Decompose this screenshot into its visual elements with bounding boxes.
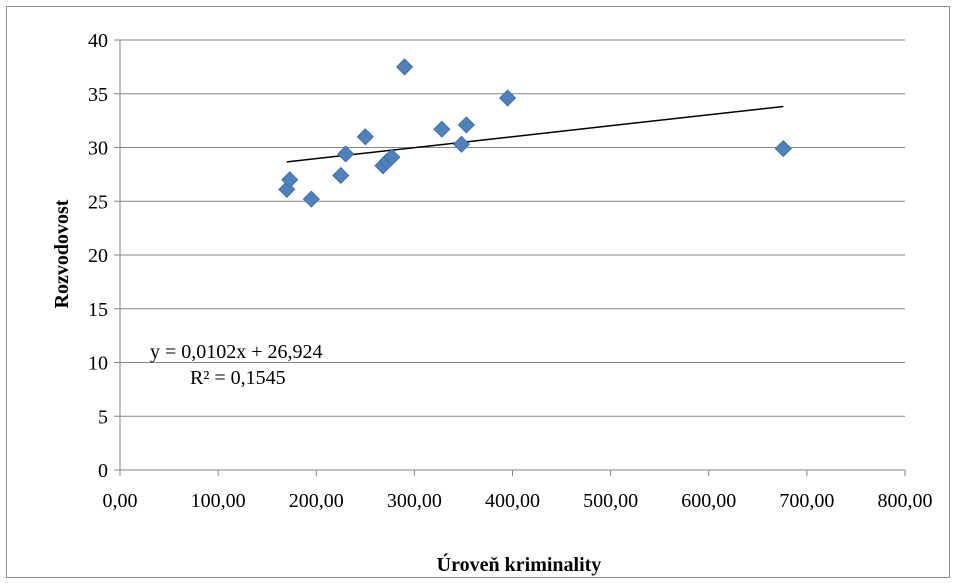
grid-lines <box>120 39 905 417</box>
x-tick-label: 200,00 <box>289 490 344 512</box>
x-tick-label: 600,00 <box>681 490 736 512</box>
data-point <box>302 190 320 208</box>
y-tick-label: 30 <box>88 138 108 160</box>
data-point <box>356 128 374 146</box>
data-point <box>395 58 414 76</box>
x-tick-label: 100,00 <box>191 490 246 512</box>
y-tick-label: 40 <box>88 30 108 52</box>
trendline <box>286 105 784 163</box>
y-tick-label: 25 <box>88 191 108 213</box>
chart-frame <box>6 6 950 578</box>
y-tick-label: 10 <box>88 353 108 375</box>
trendline-layer <box>286 105 784 163</box>
data-point <box>457 116 475 134</box>
trendline-r-squared: R² = 0,1545 <box>190 367 286 389</box>
data-point <box>452 135 471 153</box>
x-tick-label: 400,00 <box>485 490 540 512</box>
data-point <box>281 171 299 189</box>
y-tick-label: 35 <box>88 84 108 106</box>
axes <box>114 39 906 476</box>
y-axis-title: Rozvodovost <box>51 199 73 308</box>
data-point <box>332 166 350 185</box>
x-tick-label: 700,00 <box>779 490 834 512</box>
data-point <box>774 140 792 158</box>
data-point <box>499 89 517 107</box>
trendline-equation: y = 0,0102x + 26,924 <box>150 341 323 363</box>
y-tick-label: 0 <box>98 460 108 482</box>
x-tick-label: 300,00 <box>387 490 442 512</box>
x-tick-label: 500,00 <box>583 490 638 512</box>
y-tick-label: 15 <box>88 299 108 321</box>
x-tick-label: 0,00 <box>103 490 138 512</box>
y-tick-label: 20 <box>88 245 108 267</box>
y-tick-label: 5 <box>98 406 108 428</box>
data-point <box>433 120 451 138</box>
x-tick-label: 800,00 <box>878 490 933 512</box>
data-points <box>278 58 792 208</box>
x-axis-title: Úroveň kriminality <box>437 552 602 576</box>
data-point <box>337 145 355 163</box>
data-point <box>383 148 401 166</box>
data-point <box>278 180 296 198</box>
